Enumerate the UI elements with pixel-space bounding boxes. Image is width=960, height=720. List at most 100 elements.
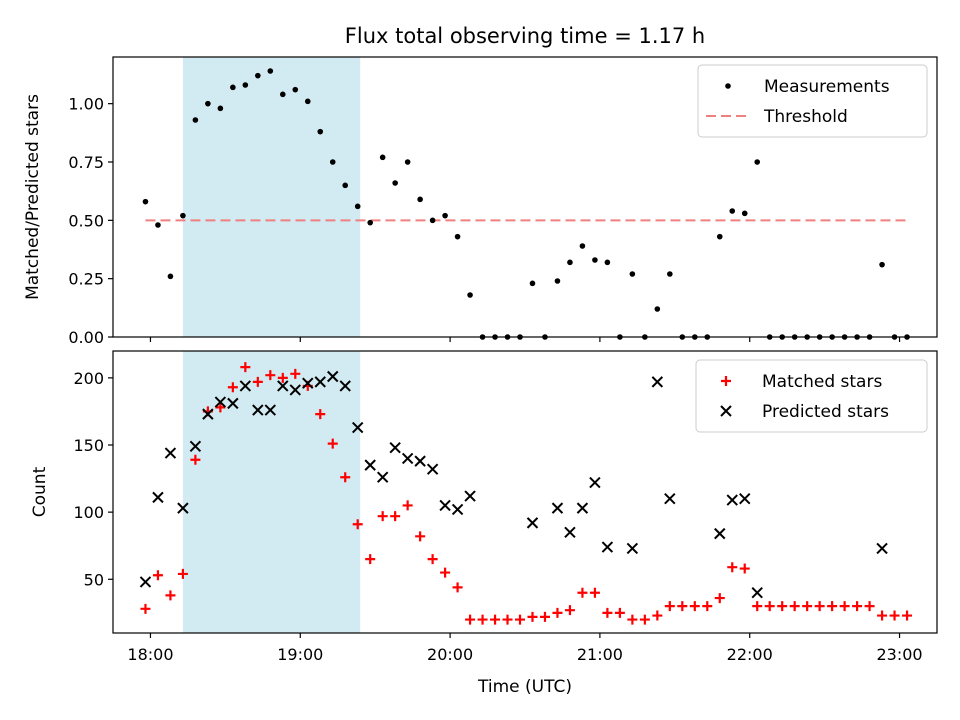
top-observing-window [182,57,361,337]
measurement-point [242,82,249,88]
predicted-star-point [327,370,339,383]
measurement-point [230,84,236,91]
matched-star-point [452,582,463,593]
bottom-y-tick-label: 150 [73,436,104,455]
matched-star-point [415,531,426,542]
top-panel: 0.00 0.25 0.50 0.75 1.00 Matched/Predicted s… [23,56,938,347]
measurement-point [342,182,349,189]
measurement-point [467,292,473,298]
predicted-star-point [252,404,264,416]
matched-star-point [702,601,713,612]
bottom-y-tick-label: 50 [84,570,104,589]
top-axes-frame [112,56,938,338]
matched-star-point [852,601,863,612]
matched-star-point [177,568,188,579]
bottom-y-tick-label: 100 [73,503,104,522]
matched-star-point [577,587,588,598]
measurement-point [741,210,748,217]
predicted-star-point [152,491,164,504]
predicted-star-point [389,441,401,454]
matched-star-point [739,563,750,574]
matched-star-point [265,370,276,381]
predicted-star-point [214,396,227,408]
predicted-star-point [726,494,738,506]
legend-label: Measurements [764,77,890,97]
predicted-star-point [189,440,202,453]
top-y-tick-label: 0.25 [68,270,104,289]
predicted-star-point [451,503,464,516]
predicted-star-point [551,502,564,514]
predicted-star-point [314,376,326,388]
measurement-point [654,306,661,312]
matched-star-point [240,362,251,373]
legend-predicted-marker [720,405,732,417]
predicted-star-point [351,421,364,434]
matched-star-point [327,438,338,449]
x-tick-label: 20:00 [427,645,473,664]
legend-label: Predicted stars [762,402,889,422]
matched-star-point [664,601,675,612]
predicted-star-point [876,542,888,555]
matched-star-point [552,607,563,618]
predicted-star-point [651,376,664,388]
bottom-observing-window [182,351,361,633]
measurement-point [629,271,636,277]
matched-star-point [677,601,688,612]
measurement-point [716,233,723,240]
matched-star-point [165,590,176,601]
matched-star-point [789,601,800,612]
matched-star-point [290,368,301,379]
matched-star-point [802,601,813,612]
measurement-point [567,259,573,266]
measurement-point [392,180,398,186]
matched-star-point [689,601,700,612]
matched-star-point [539,611,550,622]
matched-star-point [352,519,363,530]
measurement-point [329,159,336,165]
top-legend: Measurements Threshold [697,64,928,138]
matched-star-point [390,511,401,522]
matched-star-point [877,610,888,621]
predicted-star-point [227,397,239,410]
predicted-star-point [589,476,601,489]
measurement-point [454,233,461,240]
predicted-star-point [664,493,676,505]
matched-star-point [902,610,913,621]
measurement-point [155,222,161,228]
x-tick-label: 23:00 [876,645,922,664]
measurement-point [317,128,324,135]
predicted-star-point [364,459,376,471]
matched-star-point [827,601,838,612]
matched-star-point [315,409,326,420]
matched-star-point [427,554,438,565]
measurement-point [667,271,673,277]
predicted-star-point [439,499,451,512]
top-y-tick-label: 1.00 [68,95,104,114]
predicted-star-point [339,380,351,392]
measurement-point [367,219,373,226]
bottom-plot-marks [139,362,913,625]
legend-label: Threshold [763,107,848,127]
top-x-ticks [149,337,901,342]
predicted-star-point [576,502,589,514]
predicted-star-point [739,493,751,505]
matched-star-point [340,472,351,483]
predicted-star-point [414,455,426,467]
top-y-tick-label: 0.75 [68,153,104,172]
matched-star-point [602,607,613,618]
measurement-point [217,105,224,112]
matched-star-point [377,511,388,522]
matched-star-point [764,601,775,612]
legend-matched-marker [721,376,731,386]
matched-star-point [152,570,163,581]
predicted-star-point [164,447,177,459]
bottom-y-tick-label: 200 [73,369,104,388]
legend-measurement-marker [725,83,731,89]
measurement-point [354,203,361,210]
top-y-tick-label: 0.00 [68,328,104,347]
matched-star-point [365,554,376,565]
measurement-point [292,86,299,93]
predicted-star-point [564,526,576,538]
measurement-point [879,261,885,268]
